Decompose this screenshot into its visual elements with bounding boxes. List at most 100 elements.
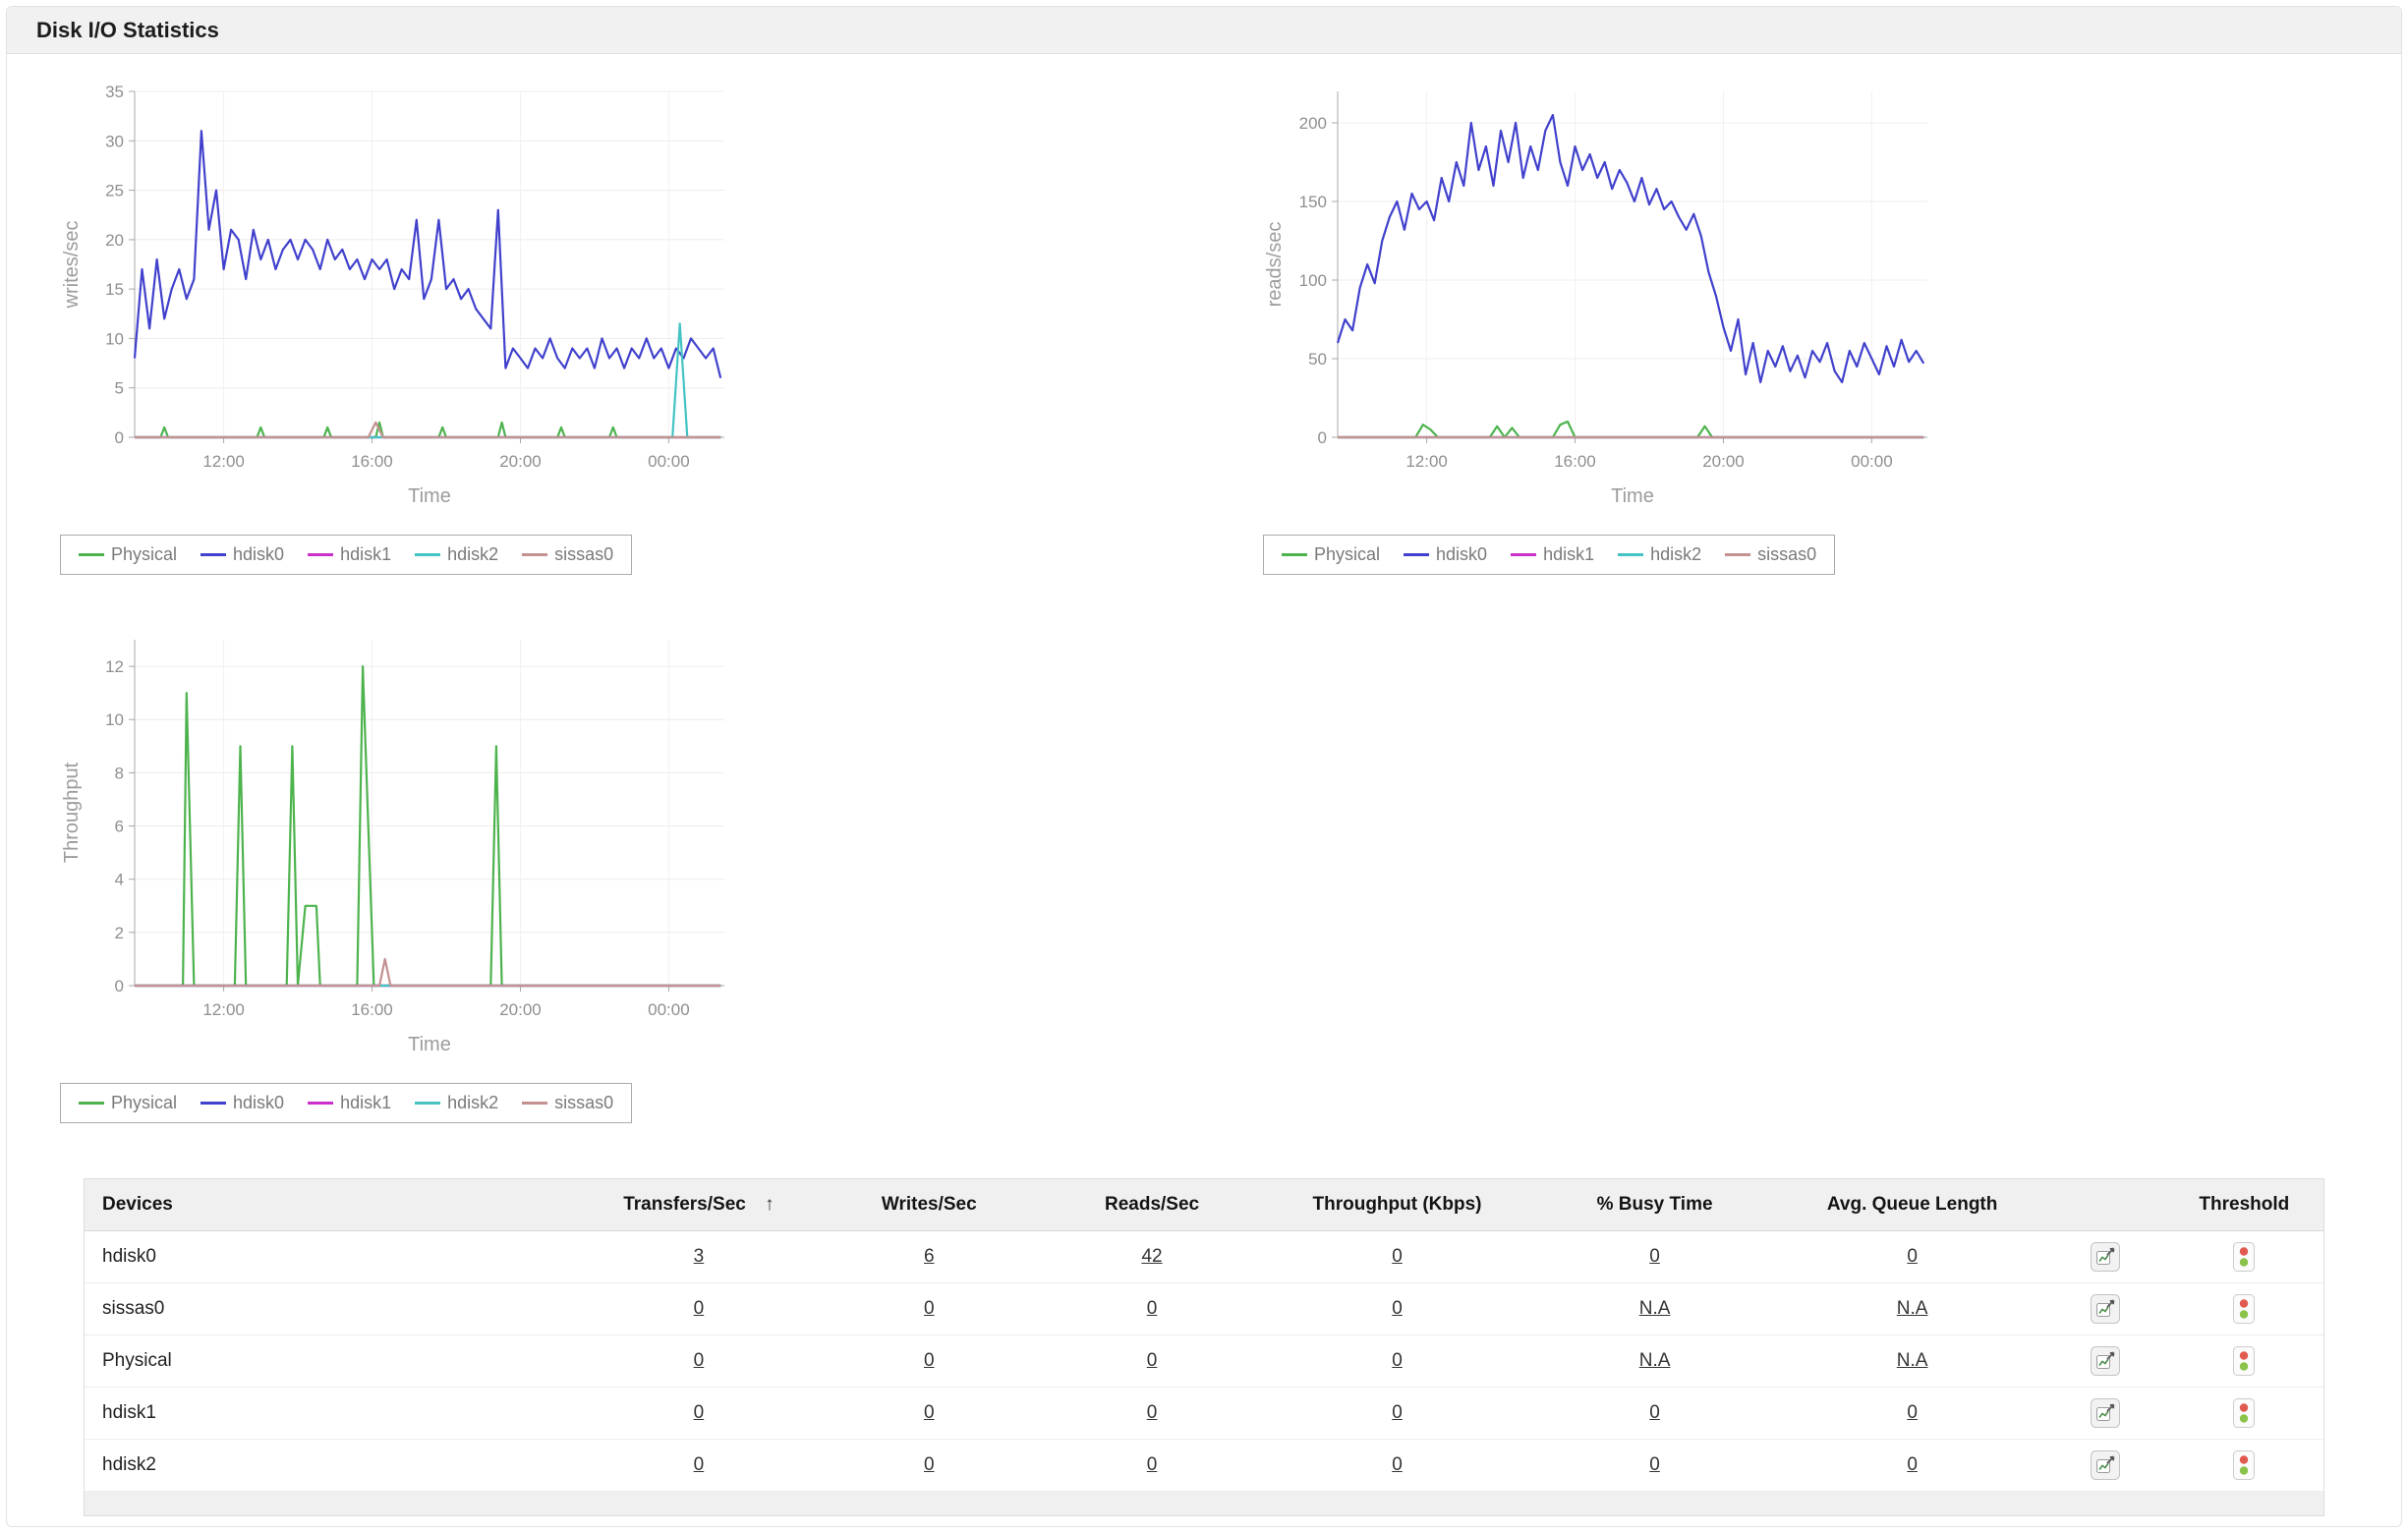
stat-cell: 0: [817, 1334, 1041, 1388]
column-header-busy-time[interactable]: % Busy Time: [1530, 1179, 1779, 1231]
stat-value-link[interactable]: 42: [1141, 1246, 1163, 1267]
page-title: Disk I/O Statistics: [36, 17, 219, 42]
table-row-physical: Physical 0 0 0 0 N.A N.A: [85, 1334, 2323, 1388]
stat-cell: 0: [1040, 1439, 1264, 1492]
threshold-status-icon[interactable]: [2233, 1294, 2256, 1324]
legend-item-hdisk0: hdisk0: [201, 1093, 284, 1113]
stat-cell: 0: [1263, 1334, 1531, 1388]
stat-value-link[interactable]: 0: [1146, 1350, 1158, 1371]
threshold-cell: [2164, 1387, 2323, 1440]
legend-item-hdisk2: hdisk2: [1618, 544, 1701, 565]
legend-item-hdisk2: hdisk2: [415, 1093, 498, 1113]
history-chart-icon[interactable]: [2091, 1398, 2121, 1428]
stat-cell: 0: [1263, 1439, 1531, 1492]
table-row-sissas0: sissas0 0 0 0 0 N.A N.A: [85, 1282, 2323, 1335]
history-chart-icon[interactable]: [2091, 1346, 2121, 1376]
column-header-threshold[interactable]: Threshold: [2164, 1179, 2323, 1231]
stat-value-link[interactable]: 0: [1907, 1246, 1918, 1267]
threshold-status-icon[interactable]: [2233, 1398, 2256, 1428]
stat-value-link[interactable]: 0: [923, 1454, 935, 1475]
stat-value-link[interactable]: 0: [1392, 1454, 1403, 1475]
stat-value-link[interactable]: 0: [1649, 1454, 1660, 1475]
stat-value-link[interactable]: 0: [693, 1350, 705, 1371]
history-cell: [2045, 1439, 2165, 1492]
history-chart-icon[interactable]: [2091, 1450, 2121, 1480]
svg-text:00:00: 00:00: [1851, 452, 1893, 471]
stat-cell: N.A: [1530, 1282, 1779, 1335]
column-header-writes-sec[interactable]: Writes/Sec: [817, 1179, 1041, 1231]
stat-value-link[interactable]: N.A: [1896, 1350, 1928, 1371]
legend-swatch: [1282, 553, 1307, 556]
stat-value-link[interactable]: 0: [923, 1298, 935, 1319]
threshold-status-icon[interactable]: [2233, 1242, 2256, 1272]
sort-asc-icon: ↑: [765, 1194, 774, 1215]
stat-value-link[interactable]: N.A: [1638, 1298, 1671, 1319]
stat-cell: 0: [1263, 1387, 1531, 1440]
svg-text:20:00: 20:00: [499, 1000, 542, 1019]
stat-value-link[interactable]: 0: [1392, 1402, 1403, 1423]
stat-value-link[interactable]: 0: [1392, 1246, 1403, 1267]
svg-text:16:00: 16:00: [351, 1000, 393, 1019]
stat-value-link[interactable]: 0: [693, 1298, 705, 1319]
stat-value-link[interactable]: 0: [1649, 1246, 1660, 1267]
threshold-cell: [2164, 1334, 2323, 1388]
stat-cell: 0: [1778, 1387, 2046, 1440]
legend-swatch: [1404, 553, 1430, 556]
stat-value-link[interactable]: 0: [1907, 1402, 1918, 1423]
writes-chart-legend: Physical hdisk0 hdisk1 hdisk2 sissas0: [60, 535, 633, 575]
svg-text:0: 0: [115, 977, 124, 995]
stat-value-link[interactable]: 3: [693, 1246, 705, 1267]
threshold-cell: [2164, 1230, 2323, 1283]
svg-text:00:00: 00:00: [648, 1000, 690, 1019]
svg-text:writes/sec: writes/sec: [61, 221, 83, 310]
svg-text:100: 100: [1299, 271, 1327, 290]
stat-value-link[interactable]: N.A: [1896, 1298, 1928, 1319]
stat-value-link[interactable]: 0: [1907, 1454, 1918, 1475]
legend-item-sissas0: sissas0: [522, 544, 613, 565]
stat-value-link[interactable]: 0: [923, 1402, 935, 1423]
stat-cell: 0: [1040, 1334, 1264, 1388]
stat-value-link[interactable]: 0: [1146, 1402, 1158, 1423]
svg-text:12:00: 12:00: [202, 1000, 245, 1019]
history-cell: [2045, 1387, 2165, 1440]
stat-value-link[interactable]: 0: [693, 1402, 705, 1423]
history-chart-icon[interactable]: [2091, 1294, 2121, 1324]
svg-text:5: 5: [115, 379, 124, 398]
legend-item-sissas0: sissas0: [522, 1093, 613, 1113]
svg-text:4: 4: [115, 871, 124, 889]
reads-per-sec-chart-canvas: 0 50 100 150 200 12:00 16:00 20:00 00:00 Time read…: [1257, 74, 1965, 521]
history-chart-icon[interactable]: [2091, 1242, 2121, 1272]
stat-value-link[interactable]: 0: [1146, 1454, 1158, 1475]
stat-value-link[interactable]: 0: [693, 1454, 705, 1475]
column-header-transfers-sec[interactable]: Transfers/Sec ↑: [579, 1179, 818, 1231]
history-cell: [2045, 1282, 2165, 1335]
threshold-status-icon[interactable]: [2233, 1346, 2256, 1376]
stat-value-link[interactable]: 0: [1649, 1402, 1660, 1423]
stat-value-link[interactable]: 0: [1146, 1298, 1158, 1319]
stat-value-link[interactable]: 0: [923, 1350, 935, 1371]
svg-text:8: 8: [115, 764, 124, 782]
column-header-avg-queue-length[interactable]: Avg. Queue Length: [1778, 1179, 2046, 1231]
stat-value-link[interactable]: 0: [1392, 1298, 1403, 1319]
stat-cell: 0: [579, 1439, 818, 1492]
column-header-history[interactable]: [2045, 1179, 2165, 1231]
svg-text:200: 200: [1299, 114, 1327, 133]
legend-swatch: [522, 553, 548, 556]
legend-swatch: [79, 553, 104, 556]
legend-item-hdisk0: hdisk0: [201, 544, 284, 565]
stat-value-link[interactable]: 0: [1392, 1350, 1403, 1371]
threshold-status-icon[interactable]: [2233, 1450, 2256, 1480]
column-header-reads-sec[interactable]: Reads/Sec: [1040, 1179, 1264, 1231]
device-name: hdisk2: [85, 1439, 580, 1492]
column-header-throughput-kbps[interactable]: Throughput (Kbps): [1263, 1179, 1531, 1231]
legend-item-physical: Physical: [79, 544, 177, 565]
svg-text:10: 10: [105, 329, 124, 348]
svg-text:Time: Time: [408, 1034, 451, 1055]
stat-cell: 0: [1778, 1439, 2046, 1492]
stat-value-link[interactable]: N.A: [1638, 1350, 1671, 1371]
device-name: hdisk0: [85, 1230, 580, 1283]
legend-swatch: [1511, 553, 1537, 556]
stat-value-link[interactable]: 6: [923, 1246, 935, 1267]
column-header-devices[interactable]: Devices: [85, 1179, 580, 1231]
legend-item-hdisk1: hdisk1: [1511, 544, 1594, 565]
